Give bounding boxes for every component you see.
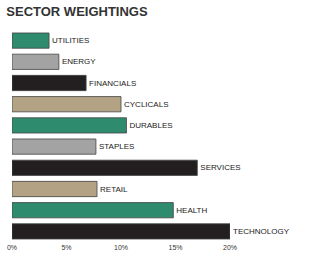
svg-text:SERVICES: SERVICES: [200, 163, 240, 172]
svg-text:RETAIL: RETAIL: [100, 185, 128, 194]
svg-text:CYCLICALS: CYCLICALS: [124, 100, 168, 109]
svg-text:20%: 20%: [223, 244, 237, 251]
svg-text:TECHNOLOGY: TECHNOLOGY: [233, 227, 290, 236]
svg-text:FINANCIALS: FINANCIALS: [89, 79, 136, 88]
svg-text:0%: 0%: [7, 244, 17, 251]
svg-text:UTILITIES: UTILITIES: [52, 36, 89, 45]
svg-text:HEALTH: HEALTH: [176, 206, 207, 215]
svg-text:ENERGY: ENERGY: [62, 57, 96, 66]
svg-text:5%: 5%: [61, 244, 71, 251]
svg-text:SECTOR WEIGHTINGS: SECTOR WEIGHTINGS: [6, 4, 148, 19]
svg-text:DURABLES: DURABLES: [129, 121, 172, 130]
svg-text:10%: 10%: [114, 244, 128, 251]
svg-text:15%: 15%: [168, 244, 182, 251]
svg-text:STAPLES: STAPLES: [99, 142, 134, 151]
